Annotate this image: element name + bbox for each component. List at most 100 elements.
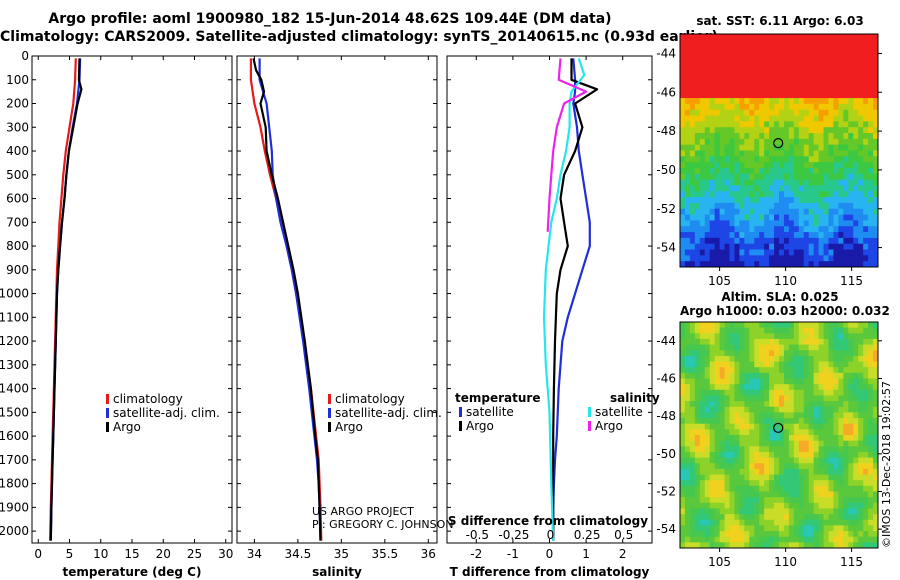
map-cell xyxy=(793,138,800,146)
map-cell xyxy=(680,355,686,362)
map-cell xyxy=(684,519,691,526)
map-cell xyxy=(863,525,869,532)
map-cell xyxy=(818,138,824,146)
map-cell xyxy=(843,249,849,256)
map-cell xyxy=(699,138,706,146)
map-cell xyxy=(680,378,686,385)
map-cell xyxy=(689,98,696,105)
map-cell xyxy=(808,384,815,391)
map-cell xyxy=(689,249,696,256)
map-cell xyxy=(808,457,815,464)
map-cell xyxy=(724,255,730,262)
map-cell xyxy=(779,237,785,245)
map-cell xyxy=(704,514,711,521)
map-cell xyxy=(858,127,864,134)
map-cell xyxy=(769,86,775,93)
map-cell xyxy=(803,451,810,458)
map-cell xyxy=(680,395,686,402)
map-cell xyxy=(734,156,740,163)
map-cell xyxy=(714,208,720,215)
map-cell xyxy=(769,491,775,498)
map-cell xyxy=(873,167,879,175)
map-cell xyxy=(729,127,735,134)
map-cell xyxy=(873,173,879,181)
map-cell xyxy=(868,508,874,515)
map-cell xyxy=(769,378,775,385)
map-cell xyxy=(699,451,706,458)
map-cell xyxy=(848,51,854,58)
map-cell xyxy=(848,202,854,210)
map-cell xyxy=(749,395,755,402)
map-cell xyxy=(868,514,874,521)
map-cell xyxy=(808,423,815,430)
map-cell xyxy=(853,485,859,492)
map-cell xyxy=(798,525,805,532)
map-cell xyxy=(699,86,706,93)
map-cell xyxy=(694,401,701,408)
map-cell xyxy=(774,39,780,47)
map-cell xyxy=(704,138,711,146)
map-cell xyxy=(744,508,750,515)
map-cell xyxy=(843,378,849,385)
map-cell xyxy=(749,255,755,262)
map-cell xyxy=(843,86,849,93)
map-cell xyxy=(818,474,824,481)
map-cell xyxy=(689,144,696,151)
map-cell xyxy=(769,429,775,436)
map-cell xyxy=(724,508,730,515)
map-cell xyxy=(714,355,720,362)
map-cell xyxy=(853,162,859,169)
map-cell xyxy=(823,491,829,498)
legend-label: satellite-adj. clim. xyxy=(335,406,442,420)
map-cell xyxy=(749,418,755,425)
map-cell xyxy=(749,378,755,385)
map-cell xyxy=(754,226,760,233)
map-cell xyxy=(813,109,819,116)
plot-frame xyxy=(446,55,653,544)
map-cell xyxy=(694,418,701,425)
map-cell xyxy=(788,127,795,134)
map-cell xyxy=(833,162,839,169)
map-cell xyxy=(714,39,720,47)
map-cell xyxy=(729,333,735,340)
map-cell xyxy=(813,474,819,481)
map-cell xyxy=(808,80,815,87)
map-cell xyxy=(774,51,780,58)
map-cell xyxy=(848,401,854,408)
map-cell xyxy=(783,412,790,419)
map-cell xyxy=(848,519,854,526)
map-cell xyxy=(764,115,770,122)
map-cell xyxy=(734,474,740,481)
map-cell xyxy=(803,480,810,487)
map-cell xyxy=(694,389,701,396)
map-cell xyxy=(709,214,716,221)
map-cell xyxy=(813,440,819,447)
map-cell xyxy=(759,322,765,329)
map-cell xyxy=(769,361,775,368)
map-cell xyxy=(729,406,735,413)
map-cell xyxy=(749,185,755,192)
map-cell xyxy=(744,485,750,492)
map-cell xyxy=(689,508,696,515)
map-cell xyxy=(719,144,725,151)
map-cell xyxy=(774,519,780,526)
legend-label: satellite xyxy=(466,405,514,419)
map-cell xyxy=(793,389,800,396)
map-cell xyxy=(719,45,725,52)
map-cell xyxy=(739,51,745,58)
map-cell xyxy=(744,261,750,268)
map-cell xyxy=(744,542,750,549)
map-cell xyxy=(689,378,696,385)
map-cell xyxy=(774,57,780,64)
map-cell xyxy=(828,389,834,396)
map-cell xyxy=(798,103,805,111)
map-cell xyxy=(783,468,790,475)
map-cell xyxy=(868,243,874,250)
map-cell xyxy=(843,468,849,475)
map-cell xyxy=(684,457,691,464)
map-cell xyxy=(838,491,844,498)
map-cell xyxy=(813,463,819,470)
map-cell xyxy=(808,237,815,245)
map-cell xyxy=(793,412,800,419)
map-cell xyxy=(863,214,869,221)
